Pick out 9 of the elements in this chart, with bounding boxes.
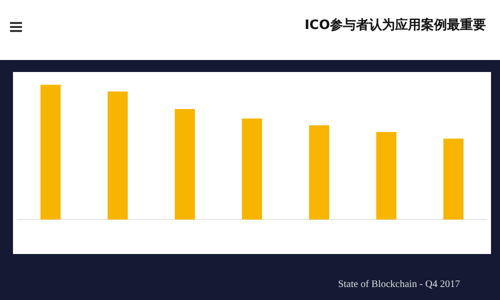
bar <box>443 138 464 220</box>
bar <box>242 118 262 220</box>
bar <box>376 132 396 220</box>
bar <box>174 109 195 220</box>
chart-title: ICO参与者认为应用案例最重要 <box>304 16 486 34</box>
bar <box>309 125 330 220</box>
text: State of Blockchain - Q4 2017 <box>338 279 460 290</box>
bar <box>40 84 61 220</box>
bar <box>108 91 128 220</box>
